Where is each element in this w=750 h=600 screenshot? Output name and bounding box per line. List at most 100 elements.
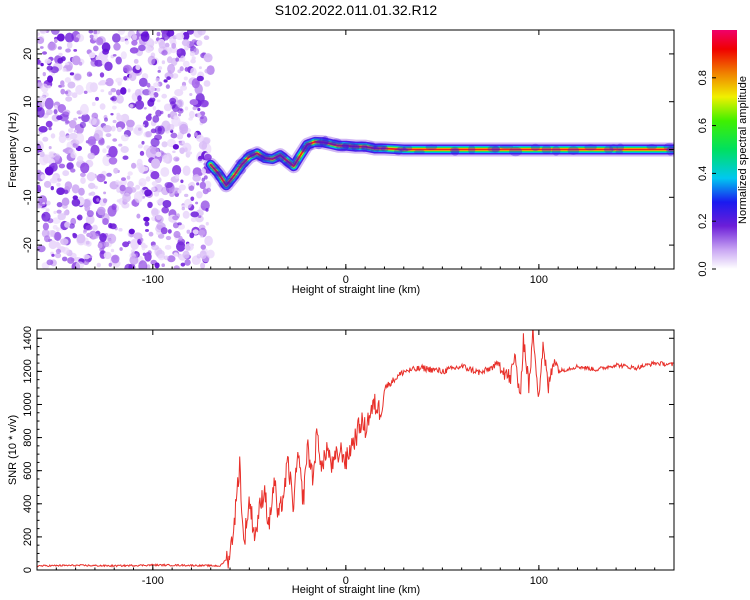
noise-speckle (167, 229, 172, 234)
ridge-blob (319, 136, 329, 147)
noise-speckle (197, 107, 201, 112)
noise-speckle (97, 242, 103, 249)
y-tick-label: 0 (22, 146, 34, 152)
noise-speckle (118, 227, 123, 232)
noise-speckle (62, 247, 70, 255)
noise-speckle (39, 151, 45, 158)
noise-speckle (37, 58, 41, 65)
noise-speckle (40, 174, 46, 180)
noise-speckle (47, 75, 53, 83)
ridge-blob (361, 146, 371, 151)
noise-speckle (169, 192, 175, 197)
colorbar-tick-label: 0.6 (697, 118, 709, 133)
colorbar: 0.0 0.2 0.4 0.6 0.8 Normalized spectral ampl… (697, 30, 749, 277)
noise-speckle (116, 95, 124, 104)
noise-speckle (184, 193, 189, 198)
noise-speckle (150, 94, 155, 99)
ridge-blob (293, 155, 302, 161)
ridge-blob (331, 138, 343, 147)
noise-speckle (142, 252, 147, 256)
noise-speckle (150, 171, 160, 180)
noise-speckle (70, 168, 76, 173)
noise-speckle (73, 117, 78, 121)
noise-speckle (42, 91, 49, 98)
noise-speckle (191, 39, 197, 43)
ridge-blob (370, 146, 380, 154)
noise-speckle (42, 136, 49, 142)
noise-speckle (115, 77, 123, 84)
ridge-blob (249, 150, 259, 159)
snr-xlabel: Height of straight line (km) (292, 584, 420, 596)
noise-speckle (122, 241, 130, 248)
noise-speckle (202, 172, 206, 176)
noise-speckle (102, 125, 112, 133)
noise-speckle (62, 111, 70, 118)
y-tick-label: 600 (22, 462, 34, 480)
noise-speckle (171, 42, 177, 49)
ridge-blob (336, 142, 349, 152)
noise-speckle (102, 148, 107, 154)
noise-speckle (45, 208, 50, 212)
ridge-blob (313, 137, 322, 143)
noise-speckle (184, 47, 189, 51)
noise-speckle (196, 134, 204, 142)
noise-speckle (50, 133, 56, 139)
colorbar-ticks: 0.0 0.2 0.4 0.6 0.8 (697, 70, 716, 277)
noise-speckle (172, 150, 176, 154)
ridge-blob (451, 148, 460, 156)
noise-speckle (103, 181, 107, 184)
noise-speckle (62, 67, 67, 72)
noise-speckle (104, 61, 113, 71)
colorbar-gradient (712, 30, 737, 269)
noise-speckle (102, 198, 108, 204)
ridge-blob (305, 138, 313, 147)
noise-speckle (76, 233, 86, 244)
noise-speckle (138, 77, 148, 87)
ridge-blob (319, 139, 331, 148)
noise-speckle (176, 241, 186, 252)
noise-speckle (83, 90, 88, 95)
x-tick-label: -100 (142, 575, 164, 587)
noise-speckle (56, 182, 61, 187)
noise-speckle (57, 33, 65, 42)
noise-speckle (161, 206, 169, 214)
noise-speckle (115, 56, 122, 65)
ridge-blob (314, 140, 324, 150)
noise-speckle (156, 99, 161, 103)
ridge-blob (316, 139, 329, 147)
noise-speckle (66, 41, 73, 49)
noise-speckle (45, 200, 51, 206)
ridge-blob (346, 142, 357, 151)
ridge-blob (468, 144, 476, 155)
noise-speckle (195, 215, 204, 223)
noise-speckle (83, 254, 90, 260)
ridge-blob (264, 153, 271, 164)
noise-speckle (146, 82, 151, 88)
noise-speckle (123, 66, 130, 72)
noise-speckle (147, 85, 156, 92)
noise-speckle (201, 100, 209, 108)
noise-speckle (80, 162, 90, 174)
noise-speckle (58, 163, 66, 169)
noise-speckle (81, 113, 90, 123)
noise-speckle (141, 140, 145, 145)
noise-speckle (181, 140, 185, 145)
noise-speckle (46, 112, 50, 116)
noise-speckle (120, 87, 127, 95)
noise-speckle (99, 72, 105, 78)
noise-speckle (196, 40, 203, 46)
noise-speckle (63, 189, 69, 195)
noise-speckle (75, 132, 85, 144)
noise-speckle (155, 109, 162, 117)
colorbar-label: Normalized spectral amplitude (737, 76, 749, 224)
noise-speckle (122, 192, 131, 203)
ridge-blob (211, 171, 224, 176)
noise-speckle (61, 256, 68, 262)
noise-speckle (72, 232, 77, 237)
noise-speckle (66, 162, 74, 170)
noise-speckle (71, 184, 80, 194)
noise-speckle (198, 215, 202, 219)
noise-speckle (164, 36, 169, 41)
spectrogram-xlabel: Height of straight line (km) (292, 284, 420, 296)
noise-speckle (56, 178, 62, 182)
